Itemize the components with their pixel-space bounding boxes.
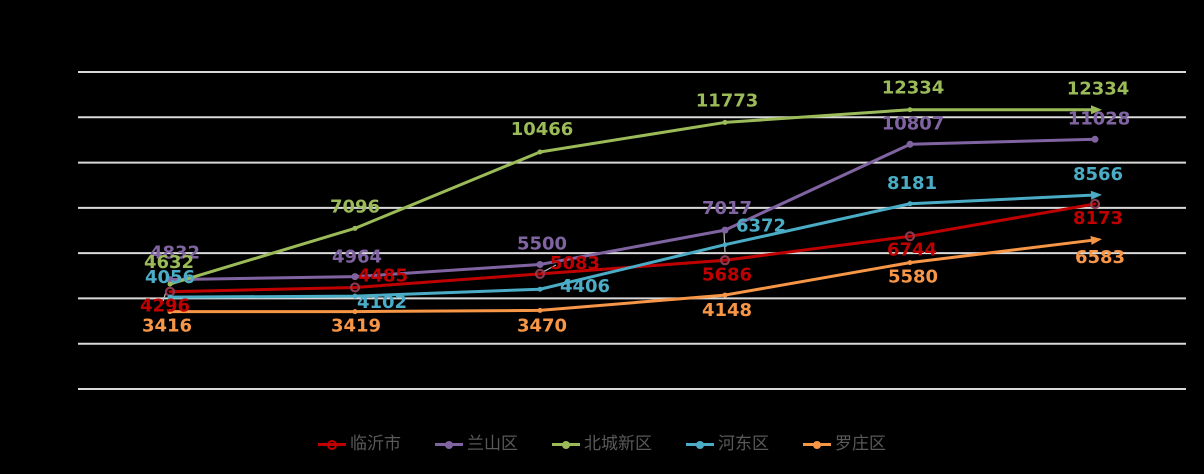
legend-item-罗庄区[interactable]: 罗庄区 <box>803 436 886 453</box>
data-label: 4832 <box>150 243 200 264</box>
point-marker <box>907 201 913 207</box>
line-end-arrow-icon <box>1090 190 1102 200</box>
point-marker <box>722 242 728 248</box>
legend-dot-icon <box>696 440 704 449</box>
data-label: 5580 <box>888 267 938 288</box>
point-marker <box>904 231 916 242</box>
point-marker <box>167 309 173 315</box>
data-label: 4964 <box>332 247 382 268</box>
point-marker <box>537 307 543 313</box>
legend-label: 兰山区 <box>467 434 518 454</box>
data-label: 4632 <box>144 252 194 273</box>
data-label: 8173 <box>1073 208 1123 229</box>
point-marker <box>719 255 731 266</box>
series-line-兰山区 <box>168 137 1097 282</box>
point-marker <box>907 260 913 266</box>
legend-marker-icon <box>552 440 580 449</box>
point-marker <box>907 107 913 113</box>
point-marker <box>1089 198 1101 210</box>
point-marker <box>722 292 728 298</box>
data-label: 7017 <box>702 198 752 219</box>
point-marker <box>352 293 358 299</box>
legend-item-临沂市[interactable]: 临沂市 <box>318 436 401 453</box>
data-label: 4056 <box>145 267 195 288</box>
series-line-罗庄区 <box>168 238 1097 314</box>
data-label: 5686 <box>702 264 752 285</box>
legend-label: 河东区 <box>718 434 769 454</box>
data-label: 6583 <box>1075 247 1125 268</box>
data-label: 10807 <box>882 113 945 134</box>
data-label: 12334 <box>882 78 945 99</box>
point-marker <box>351 273 359 281</box>
point-marker <box>906 140 914 148</box>
data-label: 11028 <box>1068 108 1131 129</box>
data-label: 5083 <box>550 253 600 274</box>
series-line-北城新区 <box>168 108 1097 286</box>
data-label: 6372 <box>736 216 786 237</box>
data-label: 4296 <box>140 296 190 317</box>
legend-marker-icon <box>318 439 346 450</box>
legend-item-兰山区[interactable]: 兰山区 <box>435 436 518 453</box>
data-label: 3419 <box>331 316 381 337</box>
label-leader-line <box>723 231 726 253</box>
line-end-arrow-icon <box>1090 235 1102 245</box>
line-end-arrow-icon <box>1091 105 1102 115</box>
data-label: 8566 <box>1073 164 1123 185</box>
data-label: 3416 <box>142 316 192 337</box>
plot-area: 4296 4485 5083 5686 6744 8173 4832 4964 5500 7017… <box>78 71 1186 390</box>
point-marker <box>721 226 729 234</box>
legend-item-北城新区[interactable]: 北城新区 <box>552 436 652 453</box>
point-marker <box>537 149 543 155</box>
data-label: 11773 <box>696 90 759 111</box>
legend-label: 北城新区 <box>584 434 652 454</box>
point-marker <box>167 281 173 287</box>
data-label: 4406 <box>560 276 610 297</box>
series-line-河东区 <box>168 193 1097 299</box>
data-label: 4102 <box>357 292 407 313</box>
chart-legend: 临沂市 兰山区 北城新区 河东区 罗庄区 <box>0 436 1204 453</box>
point-marker <box>166 276 174 284</box>
data-label: 3470 <box>517 315 567 336</box>
legend-marker-icon <box>686 440 714 449</box>
data-label: 5500 <box>517 233 567 254</box>
legend-dot-icon <box>562 440 570 449</box>
data-label: 4485 <box>358 265 408 286</box>
point-marker <box>534 268 546 280</box>
point-marker <box>722 119 728 125</box>
data-label: 8181 <box>887 173 937 194</box>
data-label: 12334 <box>1067 79 1130 100</box>
point-marker <box>352 225 358 231</box>
legend-marker-icon <box>435 440 463 449</box>
legend-dot-icon <box>327 439 337 450</box>
data-label: 10466 <box>511 119 574 140</box>
legend-marker-icon <box>803 440 831 449</box>
legend-dot-icon <box>445 440 453 449</box>
point-marker <box>167 294 173 300</box>
legend-label: 临沂市 <box>350 434 401 454</box>
data-label: 6744 <box>887 239 937 260</box>
point-marker <box>349 282 361 293</box>
point-marker <box>1091 135 1099 143</box>
data-label: 7096 <box>330 196 380 217</box>
point-marker <box>352 309 358 315</box>
data-label: 4148 <box>702 300 752 321</box>
point-marker <box>537 286 543 292</box>
legend-dot-icon <box>813 440 821 449</box>
legend-label: 罗庄区 <box>835 434 886 454</box>
legend-item-河东区[interactable]: 河东区 <box>686 436 769 453</box>
point-marker <box>536 260 544 268</box>
